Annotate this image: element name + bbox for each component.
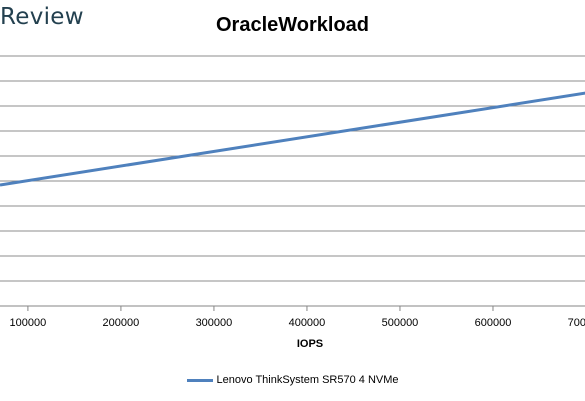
x-tick-label: 600000 <box>475 317 512 329</box>
x-tick-label: 200000 <box>103 317 140 329</box>
x-tick-label: 100000 <box>10 317 47 329</box>
legend-label: Lenovo ThinkSystem SR570 4 NVMe <box>216 374 399 386</box>
x-axis-label: IOPS <box>296 338 324 350</box>
x-tick-label: 700000 <box>568 317 585 329</box>
series-line <box>0 91 585 187</box>
series-layer <box>0 91 585 187</box>
x-tick-label: 300000 <box>196 317 233 329</box>
brand-watermark: Review <box>0 4 84 30</box>
x-tick-label: 400000 <box>289 317 326 329</box>
x-tick-label: 500000 <box>382 317 419 329</box>
chart-title: OracleWorkload <box>215 14 370 36</box>
legend-swatch <box>186 378 213 382</box>
x-tick-labels: 100000 200000 300000 400000 500000 600000 7000… <box>10 306 585 329</box>
gridlines <box>0 55 585 307</box>
legend: Lenovo ThinkSystem SR570 4 NVMe <box>0 374 585 386</box>
